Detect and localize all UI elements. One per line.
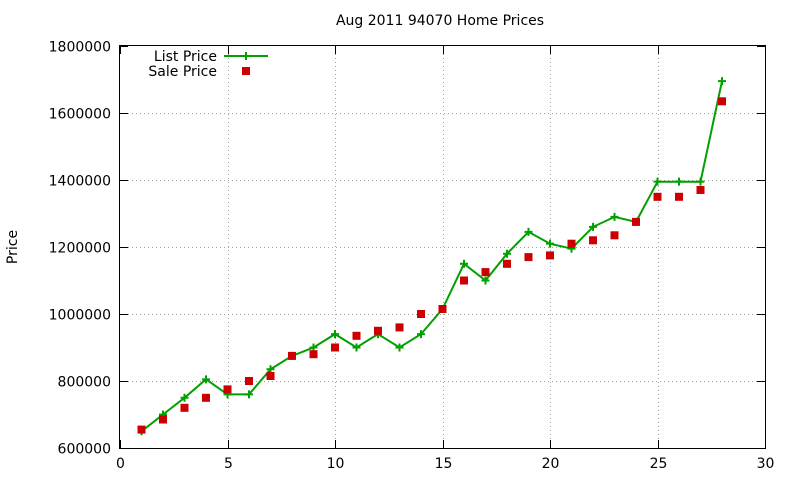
sale-price-point bbox=[524, 253, 533, 262]
list-price-point bbox=[589, 222, 597, 231]
legend-marker-list-price bbox=[242, 52, 250, 60]
tick-label-y: 1000000 bbox=[49, 308, 111, 324]
sale-price-point bbox=[610, 231, 619, 240]
list-price-point bbox=[331, 330, 339, 339]
list-price-point bbox=[460, 259, 468, 268]
list-price-point bbox=[610, 212, 619, 221]
sale-price-point bbox=[417, 310, 425, 318]
sale-price-point bbox=[395, 323, 404, 332]
legend-swatch-sale-price bbox=[242, 67, 250, 75]
sale-price-point bbox=[288, 351, 296, 360]
tick-label-y: 800000 bbox=[58, 375, 111, 391]
sale-price-point bbox=[481, 268, 490, 277]
tick-label-y: 1800000 bbox=[49, 40, 111, 56]
chart-title: Aug 2011 94070 Home Prices bbox=[336, 13, 544, 29]
sale-price-point bbox=[718, 97, 726, 106]
list-price-point bbox=[395, 343, 404, 352]
list-price-point bbox=[417, 330, 425, 339]
list-price-point bbox=[718, 77, 726, 86]
sale-price-point bbox=[137, 425, 146, 434]
tick-label-x: 15 bbox=[435, 456, 453, 472]
tick-label-y: 600000 bbox=[58, 442, 111, 458]
sale-price-point bbox=[374, 326, 382, 335]
list-price-point bbox=[266, 365, 275, 374]
sale-price-point bbox=[245, 377, 253, 385]
tick-label-x: 10 bbox=[327, 456, 345, 472]
series-marks bbox=[137, 77, 726, 436]
y-axis-label: Price bbox=[5, 230, 21, 264]
sale-price-point bbox=[266, 372, 275, 380]
sale-price-point bbox=[675, 192, 683, 201]
tick-label-y: 1400000 bbox=[49, 174, 111, 190]
sale-price-point bbox=[352, 331, 361, 340]
tick-label-x: 25 bbox=[650, 456, 668, 472]
list-price-point bbox=[675, 177, 683, 186]
tick-label-x: 5 bbox=[224, 456, 233, 472]
sale-price-point bbox=[696, 186, 705, 194]
axis-ticks: 600000 800000 1000000 1200000 1400000 1600000… bbox=[49, 40, 775, 473]
tick-label-x: 30 bbox=[757, 456, 775, 472]
sale-price-point bbox=[202, 393, 210, 402]
legend-label-sale-price: Sale Price bbox=[148, 64, 217, 80]
sale-price-point bbox=[503, 259, 511, 268]
tick-label-x: 20 bbox=[542, 456, 560, 472]
list-price-point bbox=[653, 177, 662, 186]
sale-price-point bbox=[460, 276, 468, 285]
list-price-point bbox=[180, 393, 189, 402]
sale-price-point bbox=[632, 217, 640, 226]
sale-price-point bbox=[309, 350, 318, 359]
sale-price-point bbox=[331, 343, 339, 352]
tick-label-y: 1200000 bbox=[49, 241, 111, 257]
list-price-point bbox=[481, 276, 490, 285]
sale-price-point bbox=[438, 305, 447, 313]
list-price-point bbox=[309, 343, 318, 352]
list-price-point bbox=[202, 375, 210, 384]
legend-label-list-price: List Price bbox=[154, 49, 217, 65]
sale-price-point bbox=[180, 403, 189, 412]
list-price-point bbox=[503, 249, 511, 258]
sale-price-point bbox=[567, 239, 576, 248]
list-price-point bbox=[546, 239, 554, 248]
tick-label-x: 0 bbox=[116, 456, 125, 472]
sale-price-point bbox=[589, 236, 597, 245]
sale-price-point bbox=[223, 385, 232, 394]
list-price-point bbox=[696, 177, 705, 186]
legend: List Price Sale Price bbox=[148, 49, 268, 80]
sale-price-point bbox=[653, 192, 662, 201]
plot-frame bbox=[119, 45, 766, 449]
list-price-point bbox=[524, 227, 533, 236]
sale-price-point bbox=[546, 251, 554, 260]
tick-label-y: 1600000 bbox=[49, 107, 111, 123]
series-line-list-price bbox=[140, 80, 723, 433]
list-price-point bbox=[245, 390, 253, 399]
list-price-point bbox=[352, 343, 361, 352]
sale-price-point bbox=[159, 415, 167, 424]
